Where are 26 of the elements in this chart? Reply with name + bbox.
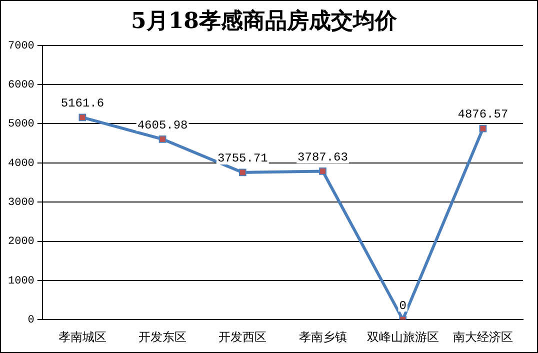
x-tick-label: 双峰山旅游区 (366, 330, 439, 344)
y-tick-label: 5000 (8, 118, 34, 131)
x-tick-label: 南大经济区 (452, 330, 513, 344)
data-label: 4876.57 (458, 108, 508, 122)
point (158, 135, 166, 143)
y-tick-label: 3000 (8, 196, 34, 209)
y-tick-label: 0 (28, 314, 34, 327)
point (78, 114, 86, 122)
data-label: 3787.63 (298, 150, 348, 164)
x-tick-label: 开发西区 (218, 330, 267, 344)
y-tick-label: 7000 (8, 40, 34, 52)
y-tick-label: 2000 (8, 236, 34, 248)
y-tick-label: 6000 (8, 79, 34, 92)
x-tick-label: 开发东区 (138, 330, 187, 344)
data-label: 3755.71 (217, 152, 268, 166)
point (479, 124, 487, 132)
chart-title: 5月18孝感商品房成交均价 (131, 8, 398, 34)
data-label: 4605.98 (137, 118, 188, 132)
y-tick-label: 4000 (8, 158, 34, 170)
data-label: 5161.6 (60, 96, 104, 111)
point (319, 168, 326, 175)
x-tick-label: 孝南城区 (58, 330, 106, 344)
y-tick-label: 1000 (8, 275, 34, 288)
data-label: 0 (399, 298, 406, 313)
x-tick-label: 孝南乡镇 (298, 330, 347, 344)
point (238, 168, 246, 176)
